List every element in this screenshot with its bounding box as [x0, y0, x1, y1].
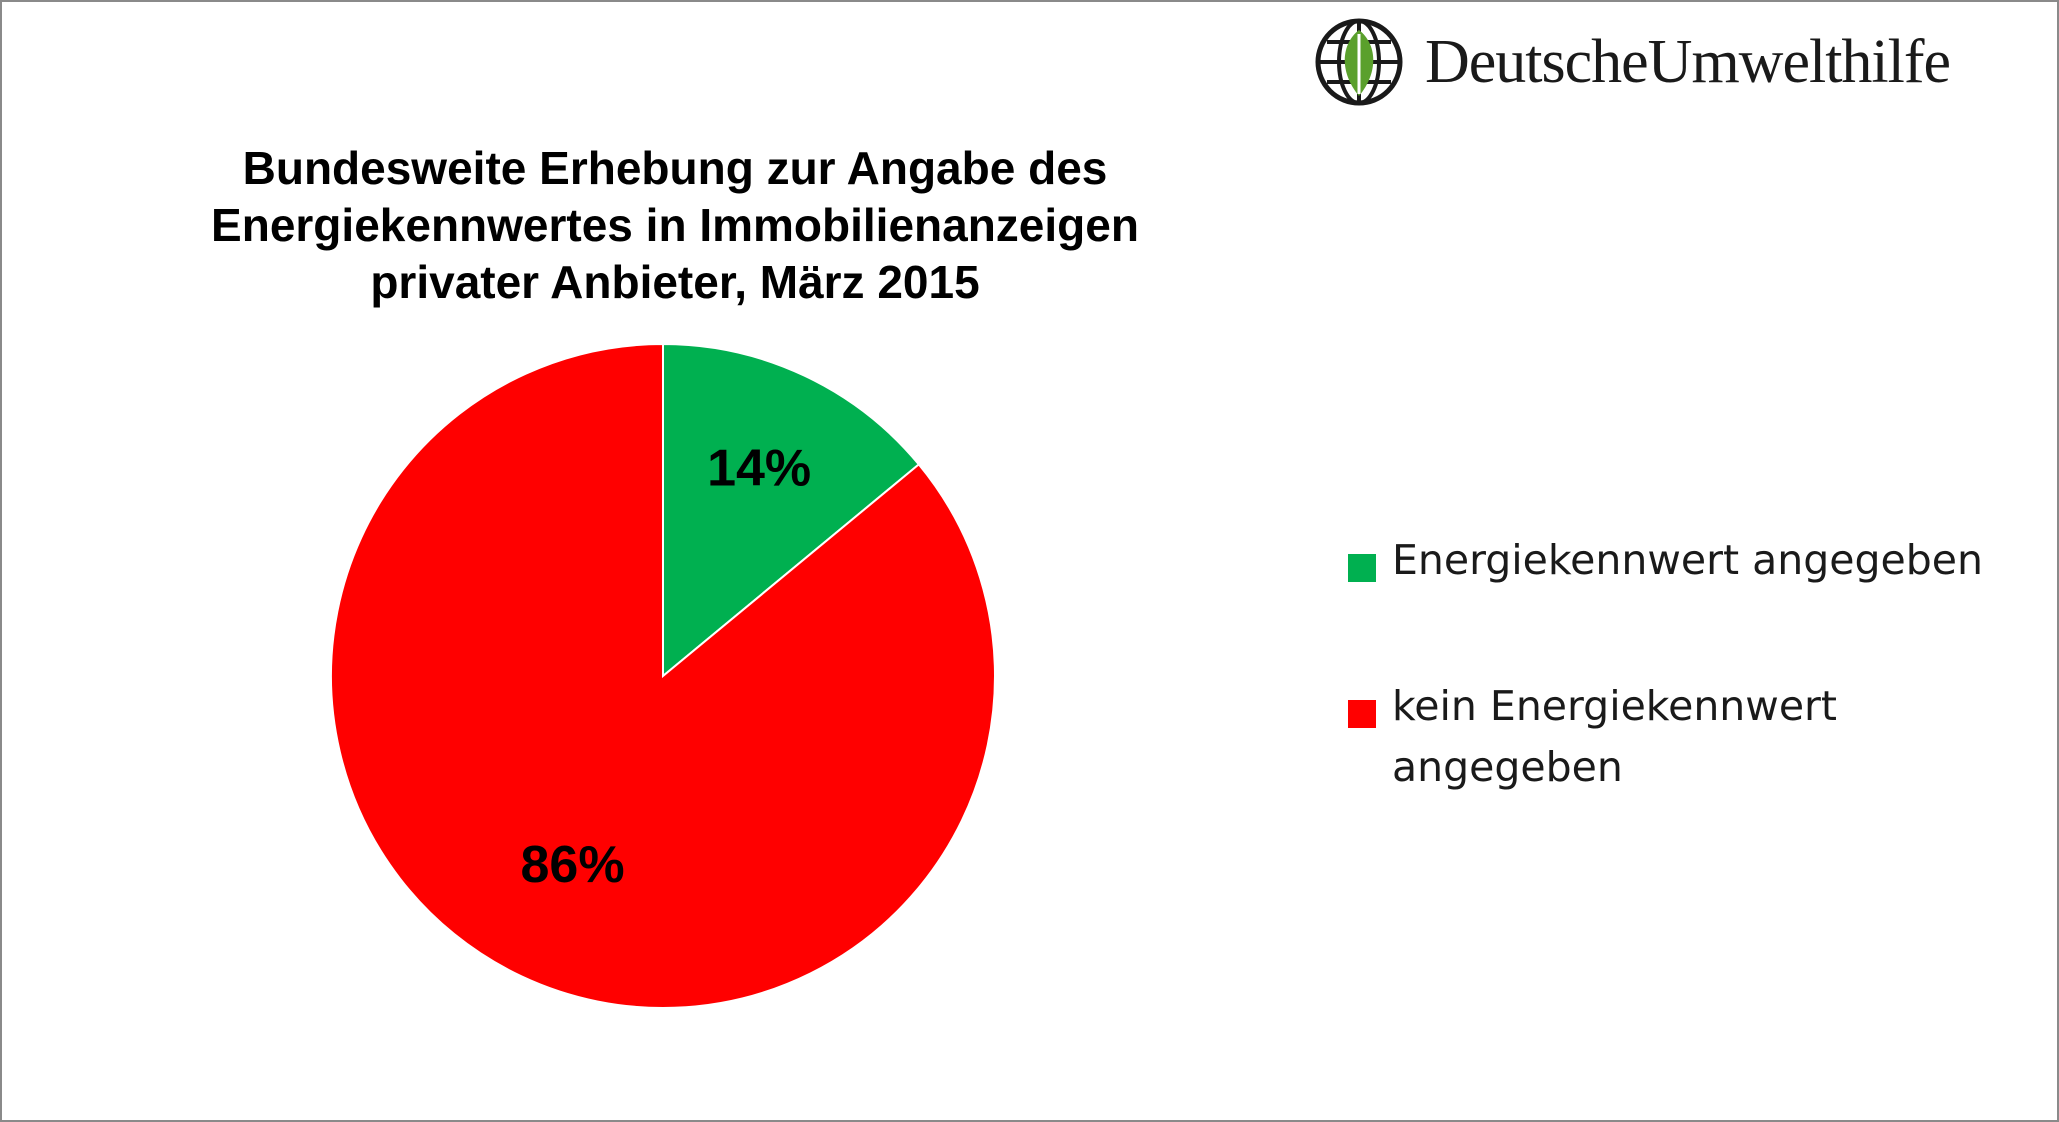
chart-title: Bundesweite Erhebung zur Angabe des Ener…: [150, 140, 1200, 311]
data-label-angegeben: 14%: [707, 439, 811, 497]
data-label-kein: 86%: [520, 836, 624, 894]
chart-title-line-2: Energiekennwertes in Immobilienanzeigen: [211, 199, 1139, 251]
legend-swatch-green: [1348, 554, 1376, 582]
pie-data-labels: 14% 86%: [520, 439, 811, 894]
logo-text: DeutscheUmwelthilfe: [1425, 27, 1951, 96]
globe-leaf-icon: [1315, 18, 1403, 106]
pie-slices: [330, 342, 996, 1009]
chart-title-line-3: privater Anbieter, März 2015: [370, 256, 980, 308]
legend-label-kein: kein Energiekennwert angegeben: [1392, 682, 1837, 791]
legend: Energiekennwert angegeben kein Energieke…: [1348, 530, 2052, 798]
pie-slice-angegeben: [662, 342, 921, 679]
legend-item-kein: kein Energiekennwert angegeben: [1348, 676, 2052, 798]
legend-item-angegeben: Energiekennwert angegeben: [1348, 530, 2052, 591]
pie-slice-kein: [330, 342, 996, 1009]
legend-label-angegeben: Energiekennwert angegeben: [1392, 536, 1983, 584]
chart-title-line-1: Bundesweite Erhebung zur Angabe des: [242, 142, 1108, 194]
legend-swatch-red: [1348, 700, 1376, 728]
logo: DeutscheUmwelthilfe: [1315, 18, 1951, 106]
